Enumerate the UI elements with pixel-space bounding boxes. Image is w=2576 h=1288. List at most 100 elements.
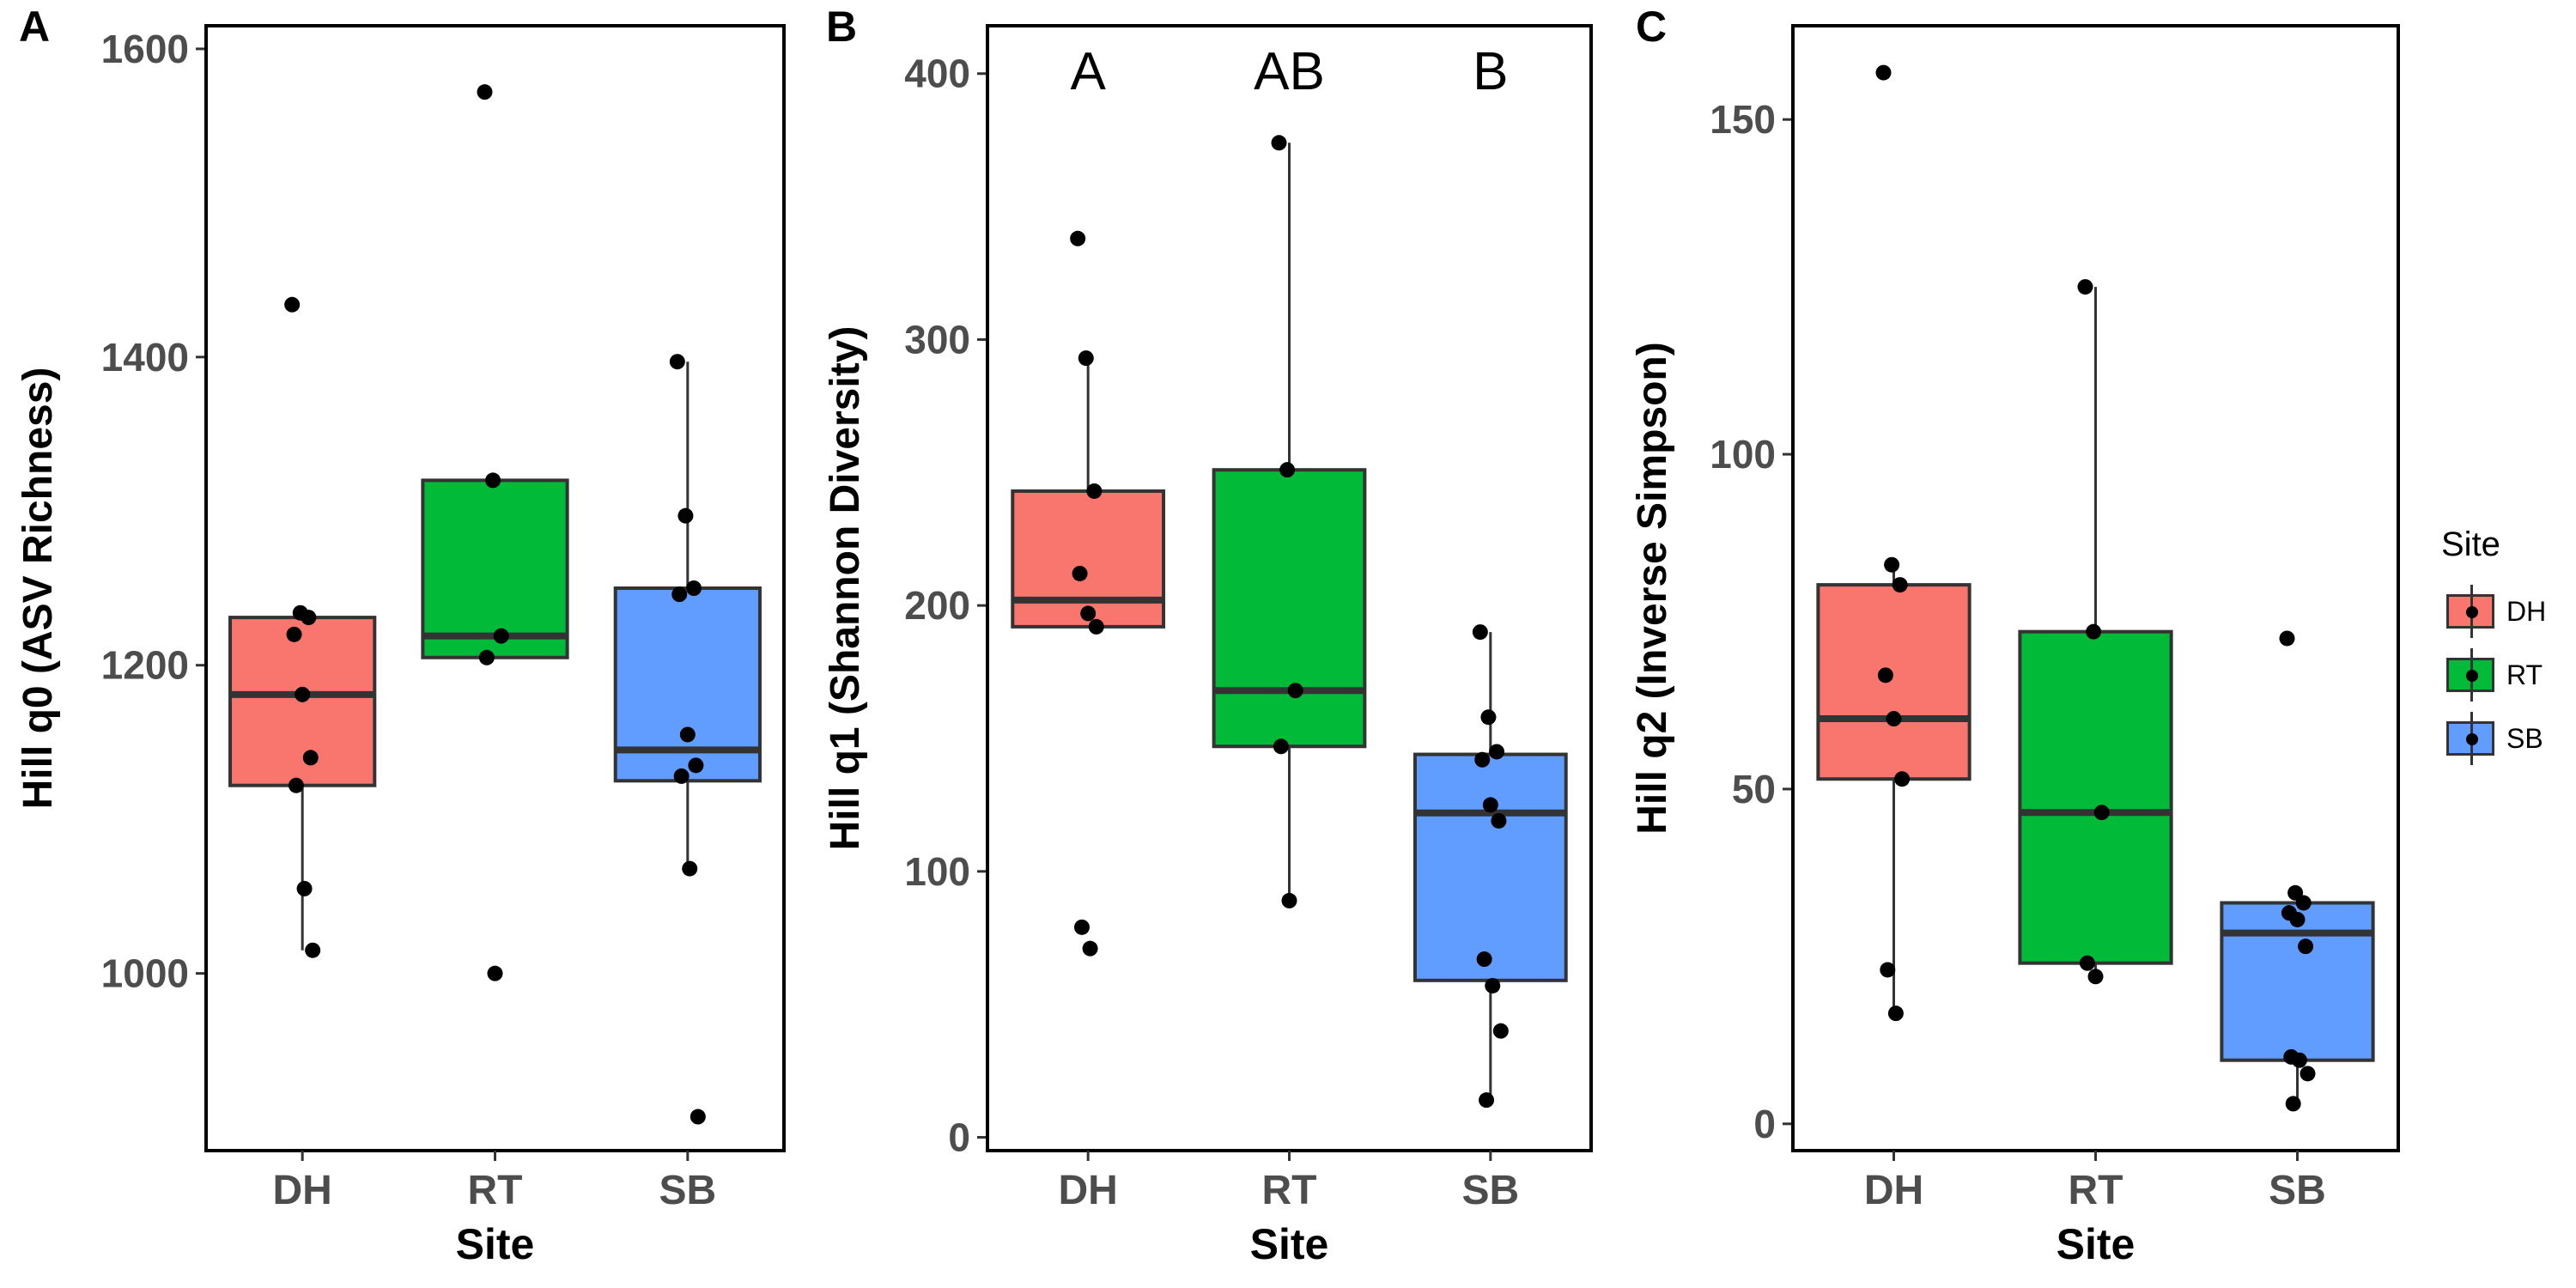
data-point	[1271, 135, 1287, 151]
y-tick-label: 50	[1732, 767, 1776, 811]
box-dh	[1816, 64, 1971, 1022]
data-point	[2079, 955, 2095, 971]
data-point	[669, 354, 685, 370]
box-dh	[1011, 230, 1166, 957]
x-tick-label: RT	[2069, 1168, 2123, 1213]
panel-b: B 0 100 200 300 400 Hill q1 (Shannon Diversity…	[823, 3, 1593, 1268]
panel-letter: C	[1636, 3, 1667, 51]
data-point	[1279, 462, 1296, 478]
legend-key-sb	[2446, 712, 2494, 765]
data-point	[1086, 483, 1103, 499]
data-point	[1887, 1005, 1904, 1022]
data-point	[2298, 939, 2314, 955]
data-point	[1877, 667, 1893, 683]
y-tick-label: 0	[1753, 1102, 1776, 1146]
data-point	[679, 726, 696, 743]
data-point	[2077, 279, 2093, 295]
data-point	[1078, 350, 1094, 367]
data-point	[478, 649, 495, 665]
y-tick-label: 150	[1710, 97, 1776, 142]
box-body	[1212, 468, 1367, 749]
x-tick-label: RT	[468, 1168, 523, 1213]
data-point	[295, 686, 311, 702]
box-body	[2018, 629, 2173, 965]
x-tick-label: SB	[659, 1168, 716, 1213]
data-point	[1482, 797, 1498, 813]
data-point	[671, 586, 688, 603]
data-point	[2300, 1066, 2316, 1082]
y-axis-title: Hill q1 (Shannon Diversity)	[823, 326, 868, 851]
x-axis-title: Site	[456, 1220, 535, 1268]
data-point	[1492, 1023, 1509, 1039]
data-point	[305, 942, 321, 958]
box-rt	[1212, 135, 1367, 908]
y-tick-label: 1400	[101, 335, 189, 380]
data-point	[682, 860, 698, 877]
data-point	[1892, 577, 1908, 593]
y-tick-label: 0	[948, 1115, 970, 1160]
panel-a: A 1000 1200 1400 1600 Hill q0 (ASV Richness) D…	[15, 3, 786, 1268]
x-tick-label: RT	[1262, 1168, 1317, 1213]
data-point	[690, 1109, 706, 1125]
data-point	[2279, 630, 2295, 647]
data-point	[2289, 911, 2306, 927]
data-point	[1480, 709, 1497, 726]
data-point	[1070, 230, 1086, 246]
data-point	[1880, 962, 1896, 978]
data-point	[302, 750, 319, 766]
data-point	[301, 610, 317, 626]
data-point	[1072, 565, 1088, 581]
data-point	[487, 965, 503, 981]
data-point	[477, 84, 493, 100]
box-body	[1413, 752, 1568, 982]
x-axis-title: Site	[2057, 1220, 2136, 1268]
y-tick-label: 100	[904, 849, 970, 894]
box-rt	[2018, 279, 2173, 985]
x-tick-label: SB	[2269, 1168, 2326, 1213]
data-point	[677, 507, 694, 524]
data-point	[1082, 940, 1098, 957]
data-point	[673, 768, 690, 784]
data-point	[296, 880, 313, 896]
group-letter: AB	[1254, 42, 1325, 101]
y-tick-label: 300	[904, 317, 970, 361]
data-point	[1472, 624, 1488, 641]
box-sb	[2220, 630, 2375, 1112]
panel-letter: B	[826, 3, 857, 51]
legend-label-rt: RT	[2506, 659, 2543, 690]
x-tick-label: DH	[1864, 1168, 1923, 1213]
data-point	[1287, 683, 1303, 699]
data-point	[1485, 977, 1501, 993]
box-body	[1816, 583, 1971, 781]
legend-label-dh: DH	[2506, 596, 2547, 627]
legend-title: Site	[2441, 526, 2500, 563]
data-point	[1479, 1092, 1495, 1109]
y-tick-label: 1600	[101, 27, 189, 71]
data-point	[1491, 812, 1507, 829]
x-tick-label: SB	[1461, 1168, 1519, 1213]
x-axis-title: Site	[1250, 1220, 1329, 1268]
data-point	[1476, 951, 1492, 968]
box-sb	[1413, 624, 1568, 1109]
data-point	[2285, 1096, 2301, 1112]
data-point	[288, 777, 304, 793]
data-point	[1894, 771, 1911, 787]
y-tick-label: 200	[904, 583, 970, 628]
legend-key-rt	[2446, 648, 2494, 702]
data-point	[2093, 805, 2110, 821]
data-point	[1886, 711, 1902, 727]
data-point	[1273, 738, 1289, 755]
panel-c: C 0 50 100 150 Hill q2 (Inverse Simpson) DH RT S…	[1630, 3, 2400, 1268]
y-axis-title: Hill q0 (ASV Richness)	[15, 368, 61, 810]
box-dh	[228, 296, 377, 958]
data-point	[1281, 892, 1297, 908]
data-point	[2086, 623, 2102, 640]
group-letter: A	[1070, 42, 1106, 101]
x-tick-label: DH	[273, 1168, 332, 1213]
data-point	[1073, 919, 1090, 935]
panel-letter: A	[19, 3, 50, 51]
box-rt	[421, 84, 569, 981]
legend-key-dh	[2446, 585, 2494, 638]
